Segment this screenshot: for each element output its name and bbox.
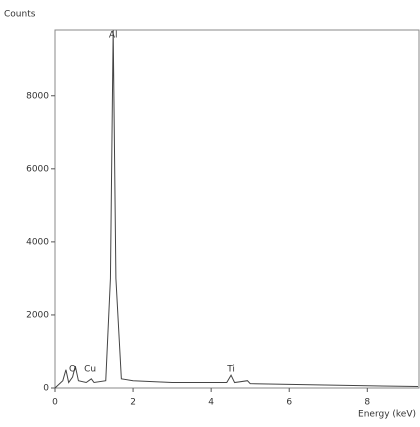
- spectrum-line: [54, 29, 419, 389]
- x-axis-label: Energy (keV): [358, 410, 416, 420]
- peak-label: Al: [109, 30, 118, 40]
- y-tick-label: 0: [43, 384, 49, 394]
- x-tick-label: 6: [286, 398, 292, 408]
- peak-label: Ti: [226, 365, 235, 375]
- y-axis-label: Counts: [4, 10, 36, 20]
- x-tick-label: 8: [364, 398, 370, 408]
- y-tick-label: 4000: [26, 237, 49, 247]
- x-tick-label: 2: [130, 398, 136, 408]
- x-tick-label: 0: [52, 398, 58, 408]
- x-tick-label: 4: [208, 398, 214, 408]
- y-tick-label: 8000: [26, 91, 49, 101]
- peak-label: Cu: [84, 365, 96, 375]
- plot-frame: [54, 29, 420, 389]
- y-tick-label: 6000: [26, 164, 49, 174]
- peak-label: O: [69, 365, 76, 375]
- y-tick-label: 2000: [26, 310, 49, 320]
